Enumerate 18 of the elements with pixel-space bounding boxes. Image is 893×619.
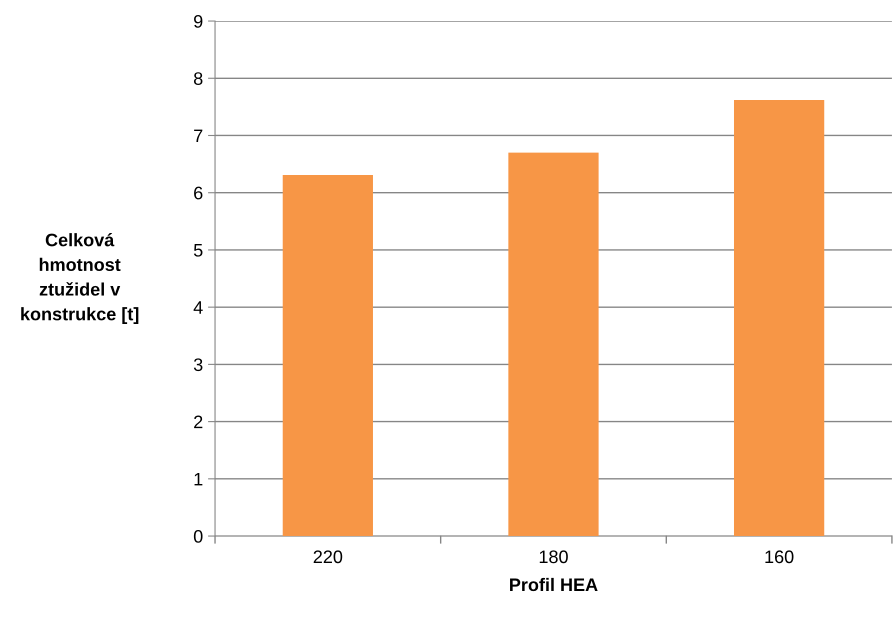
bar (508, 152, 599, 536)
x-axis-title: Profil HEA (510, 578, 598, 592)
y-tick-label: 1 (194, 472, 202, 486)
y-tick-label: 5 (194, 244, 202, 257)
y-tick-label: 0 (194, 530, 203, 543)
y-tick-label: 4 (194, 301, 203, 314)
y-tick-label: 2 (194, 416, 202, 428)
y-tick-label: 8 (194, 72, 202, 85)
y-tick-label: 6 (194, 186, 202, 200)
bar (282, 174, 373, 536)
y-tick-label: 9 (194, 14, 202, 28)
x-tick-label: 180 (540, 550, 568, 564)
x-tick-label: 160 (765, 550, 794, 564)
y-axis-title: Celková hmotnost ztužidel v konstrukce [t] (21, 232, 138, 324)
x-tick-label: 220 (314, 550, 342, 564)
y-tick-label: 3 (194, 358, 202, 372)
y-tick-label: 7 (194, 130, 202, 142)
bar (734, 100, 824, 536)
